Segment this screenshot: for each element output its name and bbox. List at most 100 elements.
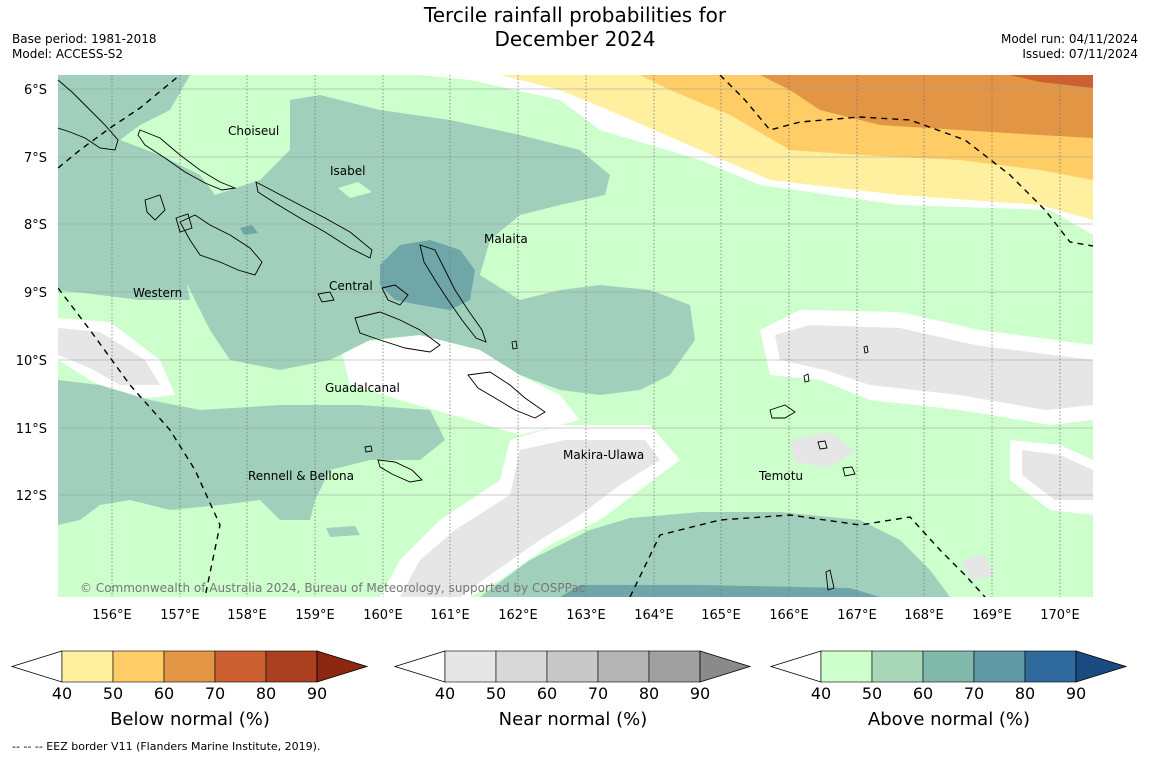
island-kolom	[175, 213, 193, 233]
island-small-east	[803, 373, 810, 383]
colorbar-above: 40 50 60 70 80 90	[769, 650, 1128, 703]
island-savo	[317, 291, 335, 303]
island-florida	[381, 284, 409, 306]
lon-label: 170°E	[1040, 608, 1080, 623]
colorbar-segment	[444, 650, 497, 683]
colorbars: 40 50 60 70 80 90 40 50 60 70 80 90 40 50 60 70 80 90	[10, 650, 1128, 703]
near-normal-se	[1022, 450, 1093, 500]
colorbar-tick-label: 40	[52, 684, 72, 703]
colorbar-segment	[214, 650, 267, 683]
lon-label: 167°E	[837, 608, 877, 623]
colorbar-near: 40 50 60 70 80 90	[393, 650, 752, 703]
label-makira-ulawa: Makira-Ulawa	[563, 448, 644, 462]
island-isabel	[255, 181, 373, 259]
lat-label: 11°S	[16, 422, 47, 437]
colorbar-tick-label: 50	[103, 684, 123, 703]
copyright-text: © Commonwealth of Australia 2024, Bureau…	[80, 581, 585, 595]
region-labels: Choiseul Isabel Malaita Central Western …	[133, 124, 803, 483]
colorbar-extend-low	[10, 650, 63, 683]
lat-label: 7°S	[24, 151, 47, 166]
latitude-labels: 6°S 7°S 8°S 9°S 10°S 11°S 12°S	[16, 83, 47, 504]
colorbar-segment	[112, 650, 165, 683]
lon-label: 156°E	[92, 608, 132, 623]
lat-label: 12°S	[16, 489, 47, 504]
colorbar-tick-label: 90	[1066, 684, 1086, 703]
colorbar-segment	[546, 650, 599, 683]
longitude-labels: 156°E 157°E 158°E 159°E 160°E 161°E 162°…	[92, 608, 1080, 623]
island-vella	[144, 194, 166, 221]
colorbar-title-below: Below normal (%)	[110, 709, 270, 730]
lon-label: 164°E	[634, 608, 674, 623]
lat-label: 8°S	[24, 218, 47, 233]
island-makira	[467, 371, 546, 419]
colorbar-tick-label: 40	[435, 684, 455, 703]
map-title: Tercile rainfall probabilities for Decem…	[0, 3, 1150, 51]
above-normal-50-west	[58, 220, 190, 300]
near-normal-sw	[58, 328, 160, 385]
lat-label: 9°S	[24, 286, 47, 301]
above-normal-50-southwest	[58, 380, 445, 525]
colorbar-tick-label: 60	[154, 684, 174, 703]
title-line-1: Tercile rainfall probabilities for	[423, 3, 727, 27]
above-normal-60-core	[380, 240, 475, 310]
eez-border	[58, 75, 1093, 597]
island-bougainville	[58, 79, 119, 151]
issued-date: Issued: 07/11/2024	[1022, 47, 1138, 61]
above-normal-60-bottom	[560, 585, 880, 597]
model-info: Base period: 1981-2018 Model: ACCESS-S2	[12, 32, 157, 62]
colorbar-tick-label: 90	[690, 684, 710, 703]
colorbar-tick-label: 50	[486, 684, 506, 703]
colorbar-extend-low	[393, 650, 446, 683]
colorbar-segment	[973, 650, 1026, 683]
above-normal-50-south	[480, 512, 950, 597]
near-normal-south	[400, 440, 660, 597]
island-new-georgia	[179, 214, 263, 276]
model-run: Model run: 04/11/2024	[1000, 32, 1138, 46]
label-rennell-bellona: Rennell & Bellona	[248, 469, 354, 483]
colorbar-segment	[495, 650, 548, 683]
map-area: © Commonwealth of Australia 2024, Bureau…	[58, 75, 1093, 597]
near-normal-east	[775, 325, 1093, 410]
run-info: Model run: 04/11/2024 Issued: 07/11/2024	[1001, 32, 1138, 62]
colorbar-segment	[61, 650, 114, 683]
near-normal-small-1	[790, 432, 855, 468]
colorbar-title-near: Near normal (%)	[498, 709, 648, 730]
island-tikopia	[842, 466, 856, 477]
colorbar-tick-label: 80	[256, 684, 276, 703]
lon-label: 161°E	[430, 608, 470, 623]
colorbar-segment	[648, 650, 701, 683]
colorbar-tick-label: 80	[639, 684, 659, 703]
near-normal-small-2	[962, 555, 995, 580]
colorbar-segment	[922, 650, 975, 683]
colorbar-tick-label: 90	[307, 684, 327, 703]
latitude-grid	[58, 88, 1093, 496]
colorbar-tick-label: 50	[862, 684, 882, 703]
colorbar-tick-label: 60	[913, 684, 933, 703]
lon-label: 159°E	[295, 608, 335, 623]
longitude-grid	[111, 75, 1061, 597]
colorbar-tick-label: 60	[537, 684, 557, 703]
colorbar-extend-low	[769, 650, 822, 683]
lon-label: 158°E	[227, 608, 267, 623]
colorbar-segment	[597, 650, 650, 683]
model-name: Model: ACCESS-S2	[12, 47, 124, 61]
title-line-2: December 2024	[494, 27, 656, 51]
eez-footnote: -- -- -- EEZ border V11 (Flanders Marine…	[12, 740, 321, 753]
island-vanikoro	[817, 440, 828, 450]
label-western: Western	[133, 286, 182, 300]
coastlines	[58, 79, 869, 591]
label-malaita: Malaita	[484, 232, 528, 246]
island-small-ne	[863, 345, 869, 354]
lon-label: 169°E	[972, 608, 1012, 623]
lon-label: 166°E	[769, 608, 809, 623]
lon-label: 160°E	[363, 608, 403, 623]
colorbar-segment	[163, 650, 216, 683]
island-choiseul	[137, 129, 237, 191]
label-central: Central	[329, 279, 373, 293]
lon-label: 165°E	[701, 608, 741, 623]
above-normal-50-patch	[326, 526, 360, 537]
lon-label: 162°E	[498, 608, 538, 623]
label-isabel: Isabel	[330, 164, 365, 178]
above-normal-60-small	[240, 225, 258, 235]
